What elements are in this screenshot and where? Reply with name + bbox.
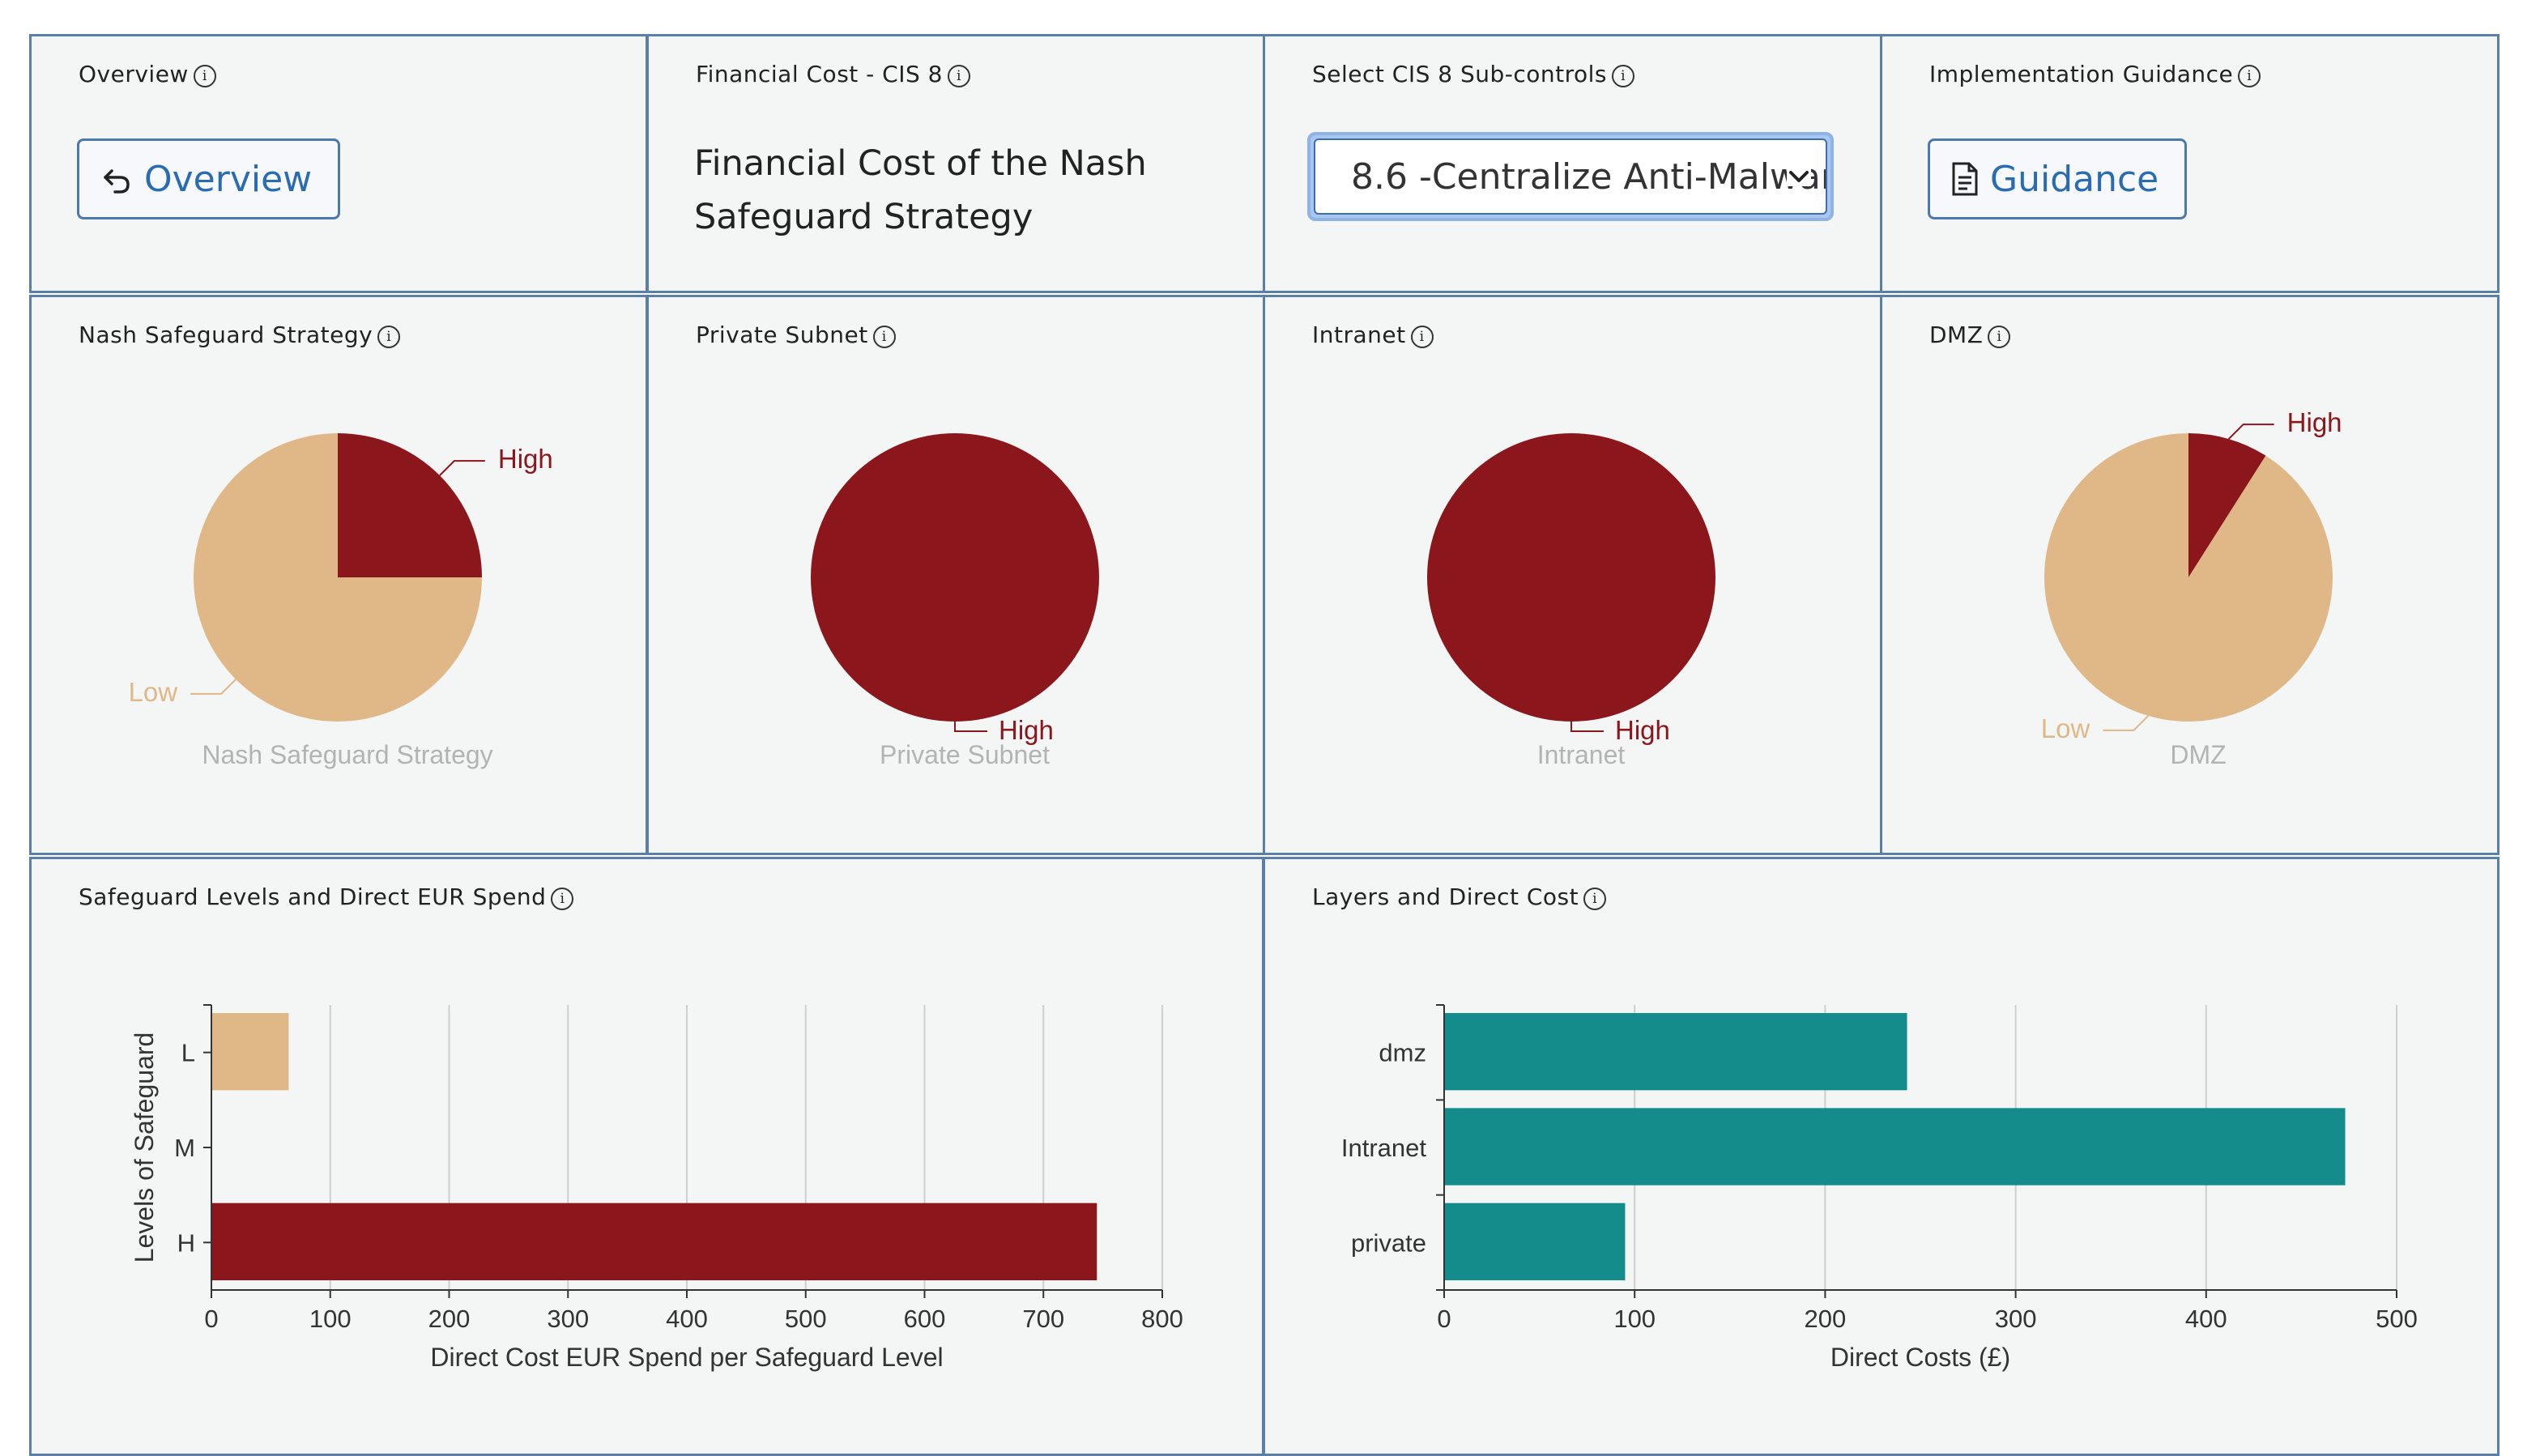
- undo-arrow-icon: [104, 169, 130, 194]
- x-tick-label: 100: [309, 1305, 352, 1333]
- x-tick-label: 500: [785, 1305, 827, 1333]
- x-tick-label: 800: [1141, 1305, 1183, 1333]
- bar-h: [211, 1203, 1097, 1280]
- pie-slice-high: [1427, 433, 1715, 722]
- x-tick-label: 700: [1022, 1305, 1064, 1333]
- intranet-pie-card: Intranet i High Intranet: [1263, 295, 1882, 855]
- info-icon[interactable]: i: [1612, 65, 1635, 87]
- overview-card: Overview i Overview: [29, 34, 648, 293]
- x-tick-label: 200: [428, 1305, 471, 1333]
- info-icon[interactable]: i: [2238, 65, 2261, 87]
- x-tick-label: 300: [547, 1305, 589, 1333]
- bar-private: [1444, 1203, 1626, 1280]
- pie-leader-line: [1570, 722, 1604, 732]
- card-title: Safeguard Levels and Direct EUR Spend: [79, 883, 547, 910]
- pie-slice-high: [2188, 433, 2266, 577]
- bar-dmz: [1444, 1013, 1907, 1091]
- guidance-button-label: Guidance: [1990, 158, 2159, 200]
- pie-leader-line: [190, 679, 237, 695]
- document-icon: [1952, 162, 1978, 196]
- y-tick-label: L: [181, 1039, 195, 1067]
- x-axis-label: Direct Costs (£): [1830, 1343, 2010, 1372]
- info-icon[interactable]: i: [947, 65, 970, 87]
- card-title: Financial Cost - CIS 8: [696, 61, 943, 87]
- card-title: Nash Safeguard Strategy: [79, 321, 373, 348]
- financial-cost-text: Financial Cost of the Nash Safeguard Str…: [694, 143, 1147, 237]
- x-tick-label: 400: [2185, 1305, 2227, 1333]
- pie-slice-high: [338, 433, 482, 577]
- x-tick-label: 600: [904, 1305, 946, 1333]
- guidance-button[interactable]: Guidance: [1928, 138, 2188, 219]
- y-tick-label: dmz: [1379, 1039, 1426, 1067]
- dashboard: Overview i Overview Financial Cost - CIS …: [29, 34, 2500, 1456]
- pie-label-high: High: [1615, 715, 1670, 745]
- card-title: Overview: [79, 61, 189, 87]
- pie-caption: Private Subnet: [880, 740, 1050, 769]
- x-tick-label: 200: [1805, 1305, 1847, 1333]
- layers-cost-bar-chart: 0 100 200 300 400 500 dmz Intranet private Direct…: [1341, 1004, 2418, 1372]
- pie-slice-low: [2044, 433, 2333, 722]
- x-tick-label: 400: [666, 1305, 708, 1333]
- dmz-pie-card: DMZ i High Low DMZ: [1880, 295, 2500, 855]
- y-tick-label: H: [177, 1228, 195, 1257]
- x-tick-label: 300: [1995, 1305, 2037, 1333]
- y-tick-label: Intranet: [1341, 1134, 1427, 1162]
- pie-caption: Nash Safeguard Strategy: [202, 740, 492, 769]
- y-axis-label: Levels of Safeguard: [130, 1032, 159, 1263]
- pie-label-high: High: [999, 715, 1054, 745]
- x-tick-label: 100: [1613, 1305, 1656, 1333]
- info-icon[interactable]: i: [551, 888, 574, 910]
- card-title: Intranet: [1312, 321, 1406, 348]
- private-subnet-pie-card: Private Subnet i High Private Subnet: [646, 295, 1266, 855]
- info-icon[interactable]: i: [377, 326, 401, 348]
- guidance-card: Implementation Guidance i Guidance: [1880, 34, 2500, 293]
- overview-button[interactable]: Overview: [77, 138, 341, 219]
- y-tick-label: M: [174, 1134, 195, 1162]
- pie-label-low: Low: [129, 677, 178, 707]
- y-tick-label: private: [1351, 1228, 1426, 1257]
- pie-leader-line: [954, 722, 987, 732]
- x-axis-label: Direct Cost EUR Spend per Safeguard Leve…: [430, 1343, 943, 1372]
- info-icon[interactable]: i: [1410, 326, 1434, 348]
- pie-leader-line: [439, 460, 485, 476]
- card-title: DMZ: [1929, 321, 1984, 348]
- dmz-pie-chart: High Low DMZ: [2041, 407, 2342, 769]
- pie-label-high: High: [498, 444, 553, 474]
- safeguard-levels-chart-card: Safeguard Levels and Direct EUR Spend i 0…: [29, 857, 1264, 1456]
- sub-control-select[interactable]: 8.6 -Centralize Anti-Malware: [1307, 132, 1834, 221]
- pie-caption: Intranet: [1537, 740, 1626, 769]
- nash-strategy-pie-chart: High Low Nash Safeguard Strategy: [129, 433, 553, 769]
- x-tick-label: 0: [1437, 1305, 1451, 1333]
- layers-cost-chart-card: Layers and Direct Cost i 0 100 200 300 400 500…: [1263, 857, 2500, 1456]
- pie-slice-low: [194, 433, 482, 722]
- pie-label-high: High: [2287, 407, 2342, 437]
- info-icon[interactable]: i: [1583, 888, 1607, 910]
- card-title: Select CIS 8 Sub-controls: [1312, 61, 1608, 87]
- overview-button-label: Overview: [144, 158, 313, 200]
- selected-value: 8.6 -Centralize Anti-Malware: [1351, 155, 1827, 198]
- pie-slice-high: [811, 433, 1099, 722]
- info-icon[interactable]: i: [872, 326, 896, 348]
- pie-leader-line: [2227, 424, 2274, 440]
- bar-intranet: [1444, 1108, 2346, 1186]
- pie-leader-line: [2103, 715, 2150, 731]
- pie-caption: DMZ: [2170, 740, 2226, 769]
- x-tick-label: 500: [2376, 1305, 2418, 1333]
- pie-label-low: Low: [2041, 713, 2090, 743]
- card-title: Layers and Direct Cost: [1312, 883, 1579, 910]
- info-icon[interactable]: i: [193, 65, 216, 87]
- card-title: Private Subnet: [696, 321, 868, 348]
- info-icon[interactable]: i: [1988, 326, 2011, 348]
- safeguard-levels-bar-chart: 0 100 200 300 400 500 600 700 800 L M H Direct Cost …: [130, 1004, 1183, 1372]
- chevron-down-icon: [1787, 167, 1811, 186]
- card-title: Implementation Guidance: [1929, 61, 2234, 87]
- sub-control-select-card: Select CIS 8 Sub-controls i 8.6 -Centrali…: [1263, 34, 1882, 293]
- x-tick-label: 0: [204, 1305, 218, 1333]
- nash-strategy-pie-card: Nash Safeguard Strategy i High Low Nash Saf…: [29, 295, 648, 855]
- bar-l: [211, 1013, 289, 1091]
